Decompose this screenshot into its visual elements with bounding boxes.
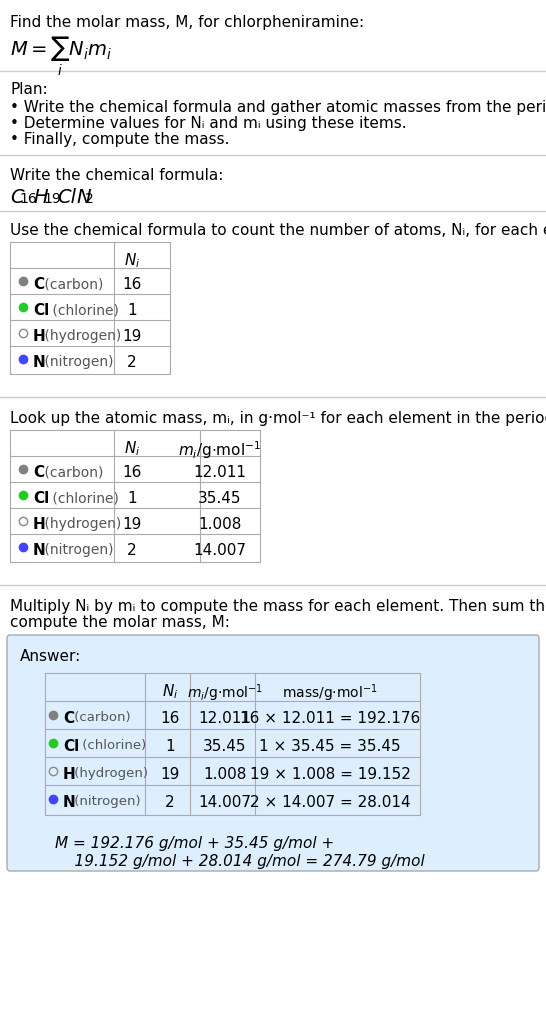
Text: N: N — [76, 188, 91, 207]
Text: 35.45: 35.45 — [198, 490, 242, 506]
Text: N: N — [63, 795, 76, 809]
Text: compute the molar mass, M:: compute the molar mass, M: — [10, 615, 230, 630]
Text: 14.007: 14.007 — [199, 795, 252, 809]
Text: C: C — [33, 277, 44, 292]
Text: $N_i$: $N_i$ — [124, 251, 140, 270]
Text: 35.45: 35.45 — [203, 738, 247, 753]
Text: H: H — [33, 517, 46, 532]
Text: N: N — [33, 355, 46, 370]
Text: C: C — [63, 711, 74, 725]
Text: Plan:: Plan: — [10, 82, 48, 97]
Text: (hydrogen): (hydrogen) — [40, 517, 122, 531]
Text: Look up the atomic mass, mᵢ, in g·mol⁻¹ for each element in the periodic table:: Look up the atomic mass, mᵢ, in g·mol⁻¹ … — [10, 410, 546, 426]
Text: (carbon): (carbon) — [70, 711, 131, 723]
Text: (carbon): (carbon) — [40, 277, 104, 291]
Text: (hydrogen): (hydrogen) — [40, 329, 122, 343]
Text: 16: 16 — [161, 711, 180, 725]
Text: Use the chemical formula to count the number of atoms, Nᵢ, for each element:: Use the chemical formula to count the nu… — [10, 222, 546, 238]
Text: C: C — [33, 464, 44, 479]
Text: (chlorine): (chlorine) — [48, 490, 119, 504]
Text: 2: 2 — [165, 795, 175, 809]
Text: 1: 1 — [165, 738, 175, 753]
Text: 19: 19 — [122, 329, 142, 344]
Text: 16: 16 — [122, 464, 142, 479]
Text: 12.011: 12.011 — [193, 464, 246, 479]
Text: H: H — [63, 766, 76, 782]
Text: Write the chemical formula:: Write the chemical formula: — [10, 168, 223, 183]
Text: mass/g$\cdot$mol$^{-1}$: mass/g$\cdot$mol$^{-1}$ — [282, 681, 378, 703]
Text: (nitrogen): (nitrogen) — [40, 355, 114, 369]
Text: $m_i$/g$\cdot$mol$^{-1}$: $m_i$/g$\cdot$mol$^{-1}$ — [179, 439, 262, 460]
Text: • Write the chemical formula and gather atomic masses from the periodic table.: • Write the chemical formula and gather … — [10, 100, 546, 115]
Text: (hydrogen): (hydrogen) — [70, 766, 149, 779]
Text: 19: 19 — [161, 766, 180, 782]
Text: 19.152 g/mol + 28.014 g/mol = 274.79 g/mol: 19.152 g/mol + 28.014 g/mol = 274.79 g/m… — [55, 853, 425, 868]
Text: 19 × 1.008 = 19.152: 19 × 1.008 = 19.152 — [250, 766, 411, 782]
Text: H: H — [33, 188, 48, 207]
Text: (chlorine): (chlorine) — [78, 738, 146, 751]
Text: Cl: Cl — [33, 302, 49, 317]
Text: N: N — [33, 543, 46, 557]
Text: 1: 1 — [127, 302, 137, 317]
Text: (nitrogen): (nitrogen) — [40, 543, 114, 556]
Text: 1: 1 — [127, 490, 137, 506]
Text: Cl: Cl — [33, 490, 49, 506]
Text: Find the molar mass, M, for chlorpheniramine:: Find the molar mass, M, for chlorphenira… — [10, 15, 364, 30]
Text: • Finally, compute the mass.: • Finally, compute the mass. — [10, 131, 229, 147]
Text: 1.008: 1.008 — [203, 766, 247, 782]
Text: Cl: Cl — [63, 738, 79, 753]
Text: 2: 2 — [86, 192, 94, 206]
Text: M = 192.176 g/mol + 35.45 g/mol +: M = 192.176 g/mol + 35.45 g/mol + — [55, 835, 334, 850]
Text: (chlorine): (chlorine) — [48, 302, 119, 316]
Text: 19: 19 — [43, 192, 61, 206]
Text: 1 × 35.45 = 35.45: 1 × 35.45 = 35.45 — [259, 738, 401, 753]
Text: 1.008: 1.008 — [198, 517, 242, 532]
Text: H: H — [33, 329, 46, 344]
Text: $M = \sum_i N_i m_i$: $M = \sum_i N_i m_i$ — [10, 35, 112, 78]
Text: 2 × 14.007 = 28.014: 2 × 14.007 = 28.014 — [250, 795, 410, 809]
Text: • Determine values for Nᵢ and mᵢ using these items.: • Determine values for Nᵢ and mᵢ using t… — [10, 116, 407, 130]
Text: 16 × 12.011 = 192.176: 16 × 12.011 = 192.176 — [240, 711, 420, 725]
Text: 2: 2 — [127, 543, 137, 557]
Text: 12.011: 12.011 — [199, 711, 252, 725]
Text: 16: 16 — [20, 192, 37, 206]
Text: C: C — [10, 188, 23, 207]
Text: Answer:: Answer: — [20, 648, 81, 663]
Text: (carbon): (carbon) — [40, 464, 104, 478]
Text: 16: 16 — [122, 277, 142, 292]
Text: Cl: Cl — [57, 188, 76, 207]
Text: 2: 2 — [127, 355, 137, 370]
FancyBboxPatch shape — [7, 635, 539, 871]
Text: Multiply Nᵢ by mᵢ to compute the mass for each element. Then sum those values to: Multiply Nᵢ by mᵢ to compute the mass fo… — [10, 599, 546, 614]
Text: $m_i$/g$\cdot$mol$^{-1}$: $m_i$/g$\cdot$mol$^{-1}$ — [187, 681, 263, 703]
Text: 14.007: 14.007 — [193, 543, 246, 557]
Text: (nitrogen): (nitrogen) — [70, 795, 141, 807]
Text: $N_i$: $N_i$ — [162, 681, 178, 700]
Text: 19: 19 — [122, 517, 142, 532]
Text: $N_i$: $N_i$ — [124, 439, 140, 457]
